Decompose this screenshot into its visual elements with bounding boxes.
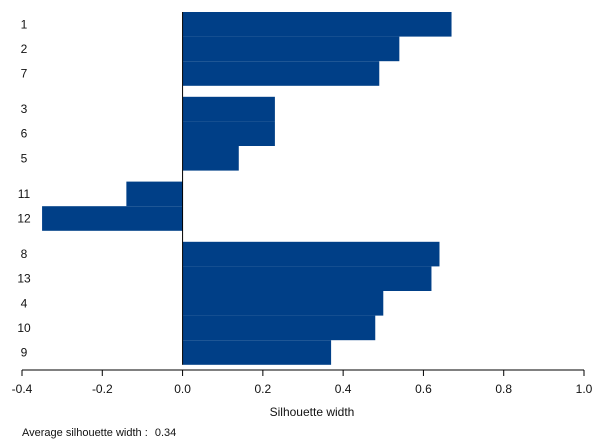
- x-tick-label: 0.8: [495, 382, 512, 396]
- category-label-12: 12: [17, 212, 31, 226]
- x-tick-label: 0.6: [415, 382, 432, 396]
- bar-12: [42, 206, 183, 231]
- category-label-11: 11: [18, 187, 31, 201]
- category-label-10: 10: [17, 321, 31, 335]
- x-tick-label: 0.0: [174, 382, 191, 396]
- bar-10: [182, 315, 376, 341]
- bar-1: [182, 12, 452, 37]
- average-silhouette-width: Average silhouette width : 0.34: [22, 427, 176, 439]
- category-label-2: 2: [21, 42, 28, 56]
- bar-7: [182, 61, 380, 86]
- bar-9: [182, 340, 332, 365]
- x-tick-label: -0.2: [92, 382, 113, 396]
- x-tick-label: -0.4: [12, 382, 33, 396]
- category-label-5: 5: [21, 151, 28, 165]
- bar-4: [182, 291, 384, 316]
- x-axis-title: Silhouette width: [270, 405, 355, 419]
- footer-value: 0.34: [155, 427, 176, 439]
- category-label-13: 13: [17, 272, 31, 286]
- category-label-6: 6: [21, 127, 28, 141]
- category-label-3: 3: [21, 102, 28, 116]
- x-tick-label: 1.0: [576, 382, 593, 396]
- footer-label: Average silhouette width :: [22, 427, 148, 439]
- bar-11: [126, 181, 183, 207]
- bar-13: [182, 266, 432, 291]
- bar-8: [182, 241, 440, 267]
- category-label-8: 8: [21, 247, 28, 261]
- bars-group: [42, 12, 452, 365]
- bar-5: [182, 146, 239, 171]
- bar-3: [182, 96, 275, 122]
- category-label-4: 4: [21, 296, 28, 310]
- category-label-9: 9: [21, 346, 28, 360]
- category-label-7: 7: [21, 67, 28, 81]
- bar-2: [182, 36, 400, 62]
- x-tick-label: 0.2: [255, 382, 272, 396]
- x-axis: -0.4 -0.2 0.0 0.2 0.4 0.6 0.8 1.0: [12, 369, 593, 396]
- bar-6: [182, 121, 275, 146]
- category-label-1: 1: [21, 17, 28, 31]
- x-tick-label: 0.4: [335, 382, 352, 396]
